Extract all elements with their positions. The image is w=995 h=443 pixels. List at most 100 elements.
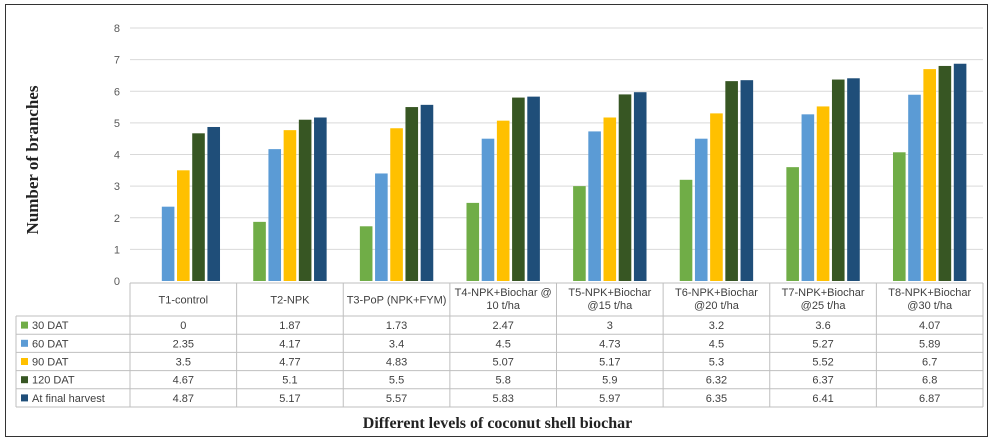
table-value: 3.6	[815, 320, 830, 332]
bar	[405, 107, 419, 281]
legend-swatch	[21, 394, 28, 402]
table-value: 3.5	[176, 357, 191, 369]
bar	[847, 78, 860, 281]
table-value: 5.5	[389, 375, 404, 387]
y-tick-label: 7	[114, 55, 120, 67]
bar	[512, 97, 525, 281]
table-value: 6.37	[812, 375, 833, 387]
bar	[786, 167, 799, 281]
table-value: 3	[607, 320, 613, 332]
x-category-label: T6-NPK+Biochar	[675, 287, 758, 299]
x-category-label: T7-NPK+Biochar	[782, 287, 865, 299]
table-value: 5.8	[496, 375, 511, 387]
table-value: 1.73	[386, 320, 407, 332]
y-tick-label: 8	[114, 23, 120, 35]
bar	[268, 149, 282, 281]
table-value: 6.87	[919, 393, 940, 405]
table-value: 3.2	[709, 320, 724, 332]
y-tick-label: 6	[114, 86, 120, 98]
bar	[390, 128, 403, 281]
x-category-label: T8-NPK+Biochar	[888, 287, 971, 299]
table-value: 6.41	[812, 393, 833, 405]
table-value: 4.5	[496, 338, 511, 350]
legend-swatch	[21, 321, 28, 329]
x-category-label: @30 t/ha	[907, 300, 953, 312]
y-tick-label: 3	[114, 181, 120, 193]
bar	[710, 113, 723, 281]
bar	[908, 94, 921, 281]
table-value: 5.07	[492, 357, 513, 369]
table-value: 6.7	[922, 357, 937, 369]
table-value: 5.9	[602, 375, 617, 387]
table-value: 4.17	[279, 338, 300, 350]
table-value: 4.73	[599, 338, 620, 350]
table-value: 1.87	[279, 320, 300, 332]
table-value: 4.07	[919, 320, 940, 332]
bar	[375, 173, 388, 281]
table-value: 4.67	[173, 375, 194, 387]
bar	[527, 96, 540, 281]
x-category-label: T2-NPK	[270, 295, 310, 307]
table-value: 6.32	[706, 375, 727, 387]
bar	[496, 120, 510, 281]
table-value: 5.89	[919, 338, 940, 350]
x-category-label: T1-control	[159, 295, 209, 307]
bar	[283, 130, 297, 281]
x-category-label: @25 t/ha	[801, 300, 847, 312]
bar	[801, 114, 815, 282]
bar	[923, 69, 936, 281]
x-axis-title: Different levels of coconut shell biocha…	[362, 415, 633, 432]
table-value: 5.17	[599, 357, 620, 369]
table-value: 6.8	[922, 375, 937, 387]
bar	[466, 202, 480, 281]
bar	[177, 170, 190, 281]
y-tick-label: 4	[114, 150, 120, 162]
chart-frame	[5, 4, 988, 437]
table-value: 3.4	[389, 338, 404, 350]
bar	[694, 138, 708, 281]
bar	[892, 152, 906, 281]
y-tick-label: 0	[114, 276, 120, 288]
bar	[161, 206, 175, 281]
legend-label: 60 DAT	[32, 338, 69, 350]
x-category-label: T3-PoP (NPK+FYM)	[347, 295, 447, 307]
bar	[938, 65, 952, 281]
table-value: 5.83	[492, 393, 513, 405]
bar	[725, 81, 738, 281]
bar	[618, 94, 632, 281]
bar	[573, 186, 586, 281]
legend-label: 90 DAT	[32, 357, 69, 369]
table-value: 4.77	[279, 357, 300, 369]
x-category-label: T5-NPK+Biochar	[568, 287, 651, 299]
table-value: 4.5	[709, 338, 724, 350]
table-value: 5.17	[279, 393, 300, 405]
bar	[481, 138, 495, 281]
x-category-label: 10 t/ha	[486, 300, 521, 312]
table-value: 5.3	[709, 357, 724, 369]
bar	[314, 117, 327, 281]
table-value: 5.1	[282, 375, 297, 387]
table-value: 5.57	[386, 393, 407, 405]
table-value: 2.47	[492, 320, 513, 332]
x-category-label: @15 t/ha	[587, 300, 633, 312]
table-value: 5.27	[812, 338, 833, 350]
y-tick-label: 2	[114, 213, 120, 225]
bar	[633, 92, 647, 281]
table-value: 4.87	[173, 393, 194, 405]
bar	[359, 226, 373, 281]
bar	[253, 221, 266, 281]
table-value: 2.35	[173, 338, 194, 350]
bar	[298, 119, 312, 282]
table-value: 6.35	[706, 393, 727, 405]
legend-label: At final harvest	[32, 393, 105, 405]
bar	[831, 79, 845, 281]
bar	[816, 106, 830, 282]
table-value: 5.52	[812, 357, 833, 369]
x-category-label: @20 t/ha	[694, 300, 740, 312]
bar	[192, 133, 205, 281]
legend-swatch	[21, 358, 28, 365]
table-value: 4.83	[386, 357, 407, 369]
bar	[603, 117, 617, 281]
y-tick-label: 5	[114, 118, 120, 130]
